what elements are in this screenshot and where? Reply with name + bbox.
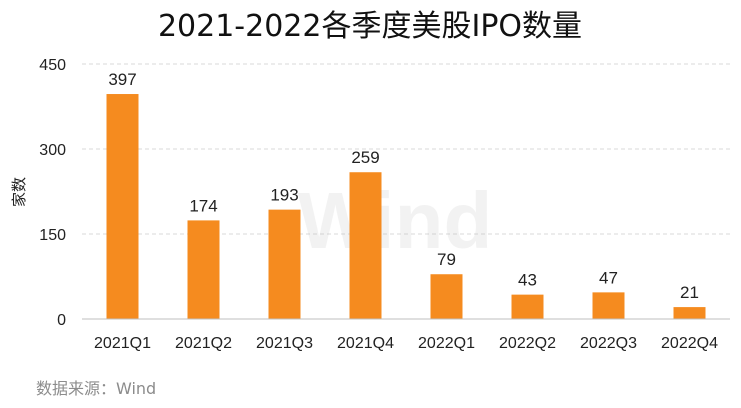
data-label: 397 [108,70,136,89]
source-note: 数据来源：Wind [36,379,156,398]
x-tick-label: 2021Q4 [337,335,394,352]
bar [349,172,382,319]
x-tick-label: 2022Q3 [580,335,637,352]
data-label: 79 [437,250,456,269]
bar [268,209,301,319]
bar [430,274,463,319]
watermark-text: Wind [298,176,493,265]
bar [511,294,544,319]
bars [106,94,706,320]
x-tick-label: 2022Q2 [499,335,556,352]
data-label: 43 [518,271,537,290]
y-tick-label: 450 [39,57,66,74]
data-label: 21 [680,283,699,302]
bar [106,94,139,320]
data-label: 174 [189,196,217,215]
data-label: 259 [351,148,379,167]
y-tick-label: 0 [57,312,66,329]
y-tick-label: 150 [39,227,66,244]
x-tick-label: 2021Q3 [256,335,313,352]
data-label: 193 [270,186,298,205]
x-tick-label: 2022Q4 [661,335,718,352]
y-tick-label: 300 [39,142,66,159]
y-tick-labels: 0 150 300 450 [39,57,66,329]
x-tick-label: 2021Q1 [94,335,151,352]
bar [673,307,706,319]
chart-title: 2021-2022各季度美股IPO数量 [158,9,582,44]
data-labels: 397 174 193 259 79 43 47 21 [108,70,699,302]
bar [187,220,220,319]
y-axis-label: 家数 [10,177,28,207]
x-tick-label: 2022Q1 [418,335,475,352]
bar [592,292,625,319]
x-tick-labels: 2021Q1 2021Q2 2021Q3 2021Q4 2022Q1 2022Q2 2022… [94,335,718,352]
watermark: Wind [298,176,493,265]
x-tick-label: 2021Q2 [175,335,232,352]
data-label: 47 [599,268,618,287]
